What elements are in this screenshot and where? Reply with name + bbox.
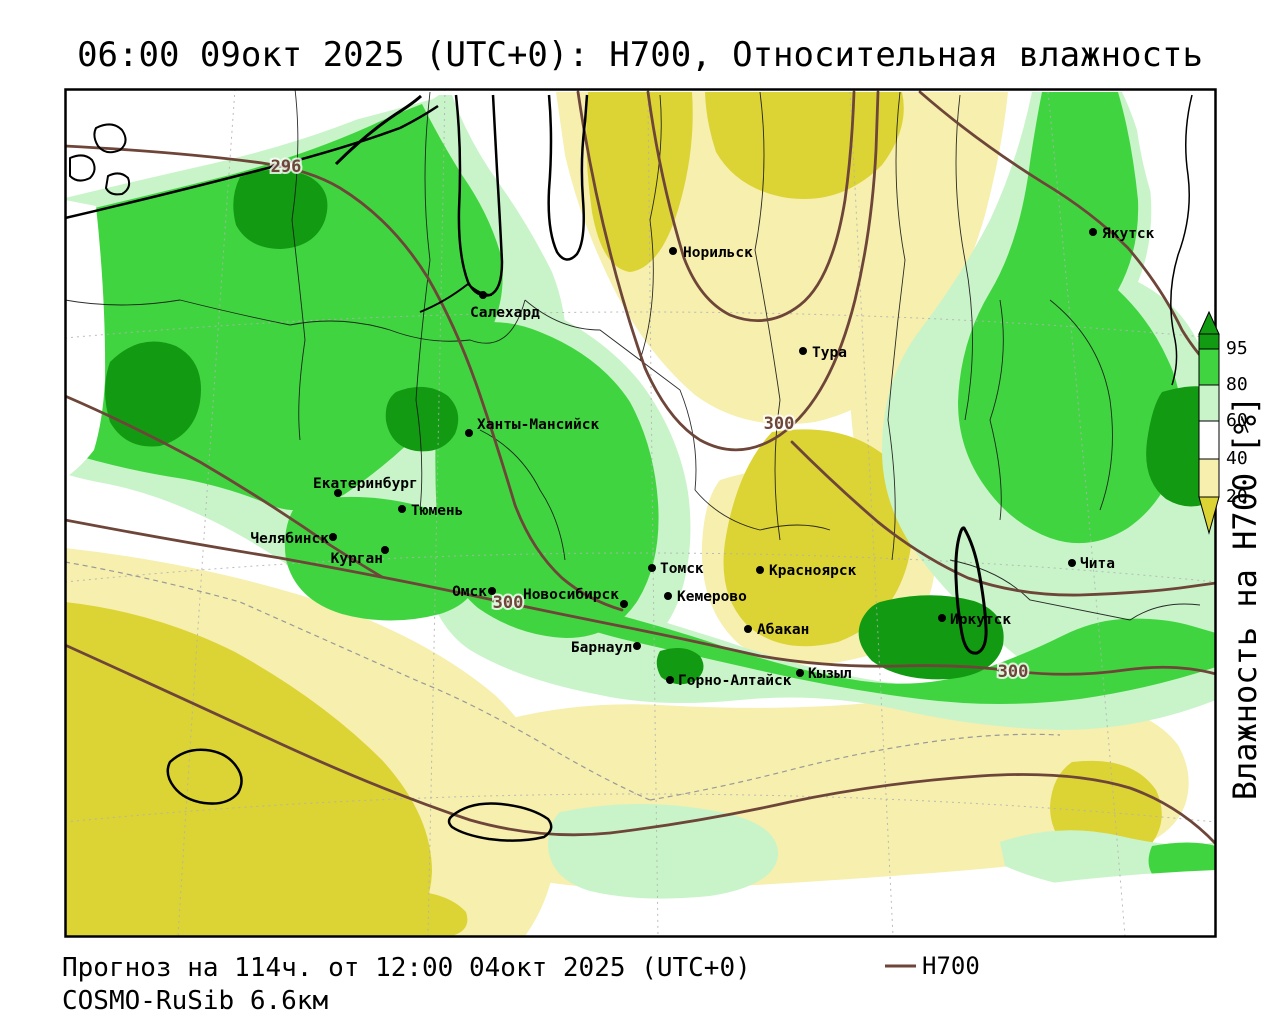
city-dot bbox=[744, 625, 752, 633]
city-dot bbox=[666, 676, 674, 684]
colorbar-title: Влажность на H700 [%] bbox=[1226, 396, 1264, 801]
city-label: Горно-Алтайск bbox=[678, 673, 792, 689]
map-frame bbox=[64, 88, 1217, 938]
city-label: Екатеринбург bbox=[313, 476, 418, 492]
colorbar-segment bbox=[1198, 384, 1220, 422]
city-label: Кызыл bbox=[808, 666, 852, 682]
city-dot bbox=[669, 247, 677, 255]
city-label: Норильск bbox=[683, 245, 753, 261]
footer-forecast-line: Прогноз на 114ч. от 12:00 04окт 2025 (UT… bbox=[62, 953, 751, 983]
contour-labels: 296 300 300 300 bbox=[269, 155, 1031, 684]
city-label: Челябинск bbox=[250, 531, 329, 547]
city-label: Омск bbox=[452, 584, 487, 600]
city-label: Красноярск bbox=[769, 563, 857, 579]
city-dot bbox=[479, 291, 487, 299]
city-label: Абакан bbox=[757, 622, 809, 638]
city-label: Курган bbox=[331, 551, 383, 567]
colorbar-segment bbox=[1198, 333, 1220, 350]
country-borders bbox=[65, 561, 1061, 801]
city-markers: Якутск Норильск Салехард Тура Ханты-Мансийск… bbox=[250, 226, 1154, 689]
city-dot bbox=[799, 347, 807, 355]
colorbar: 95 80 60 40 20 bbox=[1198, 310, 1248, 535]
colorbar-tick-label: 95 bbox=[1226, 338, 1248, 359]
colorbar-arrow-bottom bbox=[1198, 496, 1220, 535]
map-title: 06:00 09окт 2025 (UTC+0): H700, Относите… bbox=[77, 35, 1203, 75]
footer-model-line: COSMO-RuSib 6.6км bbox=[62, 986, 328, 1016]
city-label: Иркутск bbox=[950, 612, 1011, 628]
colorbar-segment bbox=[1198, 458, 1220, 498]
colorbar-segment bbox=[1198, 348, 1220, 386]
city-dot bbox=[938, 614, 946, 622]
city-label: Ханты-Мансийск bbox=[477, 417, 599, 433]
city-dot bbox=[334, 489, 342, 497]
city-dot bbox=[398, 505, 406, 513]
city-label: Тюмень bbox=[411, 503, 463, 519]
city-dot bbox=[1068, 559, 1076, 567]
city-dot bbox=[465, 429, 473, 437]
city-dot bbox=[756, 566, 764, 574]
colorbar-tick-label: 40 bbox=[1226, 448, 1248, 469]
city-label: Новосибирск bbox=[523, 587, 619, 603]
admin-borders bbox=[65, 89, 1201, 621]
city-label: Салехард bbox=[470, 305, 540, 321]
city-dot bbox=[488, 587, 496, 595]
city-dot bbox=[620, 600, 628, 608]
humidity-field bbox=[65, 89, 1216, 937]
city-dot bbox=[329, 533, 337, 541]
city-dot bbox=[664, 592, 672, 600]
contour-label: 300 bbox=[998, 662, 1029, 682]
contour-label: 300 bbox=[764, 414, 795, 434]
city-dot bbox=[648, 564, 656, 572]
legend-h700-label: H700 bbox=[922, 952, 980, 980]
contour-label: 300 bbox=[493, 593, 524, 613]
city-dot bbox=[1089, 228, 1097, 236]
city-label: Тура bbox=[812, 345, 847, 361]
colorbar-segment bbox=[1198, 420, 1220, 460]
colorbar-tick-label: 60 bbox=[1226, 410, 1248, 431]
city-dot bbox=[633, 642, 641, 650]
city-dot bbox=[796, 669, 804, 677]
graticule bbox=[65, 89, 1216, 937]
contour-lines bbox=[65, 90, 1216, 846]
city-label: Чита bbox=[1080, 556, 1115, 572]
colorbar-tick-label: 80 bbox=[1226, 374, 1248, 395]
city-label: Якутск bbox=[1102, 226, 1155, 242]
city-label: Кемерово bbox=[677, 589, 747, 605]
colorbar-tick-label: 20 bbox=[1226, 486, 1248, 507]
city-label: Барнаул bbox=[571, 640, 632, 656]
city-label: Томск bbox=[660, 561, 704, 577]
city-dot bbox=[381, 546, 389, 554]
contour-label: 296 bbox=[271, 157, 302, 177]
